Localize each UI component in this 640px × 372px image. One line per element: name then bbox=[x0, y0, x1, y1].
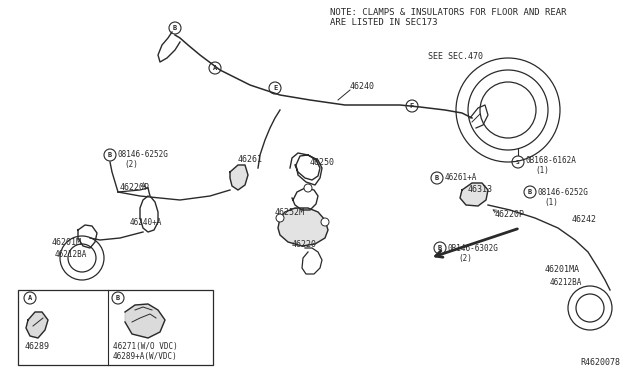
Text: 46289+A(W/VDC): 46289+A(W/VDC) bbox=[113, 352, 178, 361]
Text: (2): (2) bbox=[124, 160, 138, 169]
Text: 46271(W/O VDC): 46271(W/O VDC) bbox=[113, 342, 178, 351]
Text: 08146-6252G: 08146-6252G bbox=[118, 150, 169, 159]
Text: 46250: 46250 bbox=[310, 158, 335, 167]
Polygon shape bbox=[125, 304, 165, 338]
Polygon shape bbox=[278, 208, 328, 246]
Text: B: B bbox=[108, 152, 112, 158]
Circle shape bbox=[321, 218, 329, 226]
Text: 46201MA: 46201MA bbox=[545, 265, 580, 274]
Text: 46261+A: 46261+A bbox=[445, 173, 477, 182]
Text: 46220: 46220 bbox=[292, 240, 317, 249]
Text: B: B bbox=[435, 175, 439, 181]
Text: 46220P: 46220P bbox=[120, 183, 150, 192]
Text: 46242: 46242 bbox=[572, 215, 597, 224]
Text: A: A bbox=[213, 65, 217, 71]
Text: 46212BA: 46212BA bbox=[55, 250, 88, 259]
Text: ARE LISTED IN SEC173: ARE LISTED IN SEC173 bbox=[330, 18, 438, 27]
Text: (1): (1) bbox=[535, 166, 549, 175]
Text: R4620078: R4620078 bbox=[580, 358, 620, 367]
Text: 0B168-6162A: 0B168-6162A bbox=[526, 156, 577, 165]
Bar bbox=[18, 290, 213, 365]
Text: 46261: 46261 bbox=[238, 155, 263, 164]
Text: 46240+A: 46240+A bbox=[130, 218, 163, 227]
Text: 46240: 46240 bbox=[350, 82, 375, 91]
Text: B: B bbox=[438, 245, 442, 251]
Text: B: B bbox=[528, 189, 532, 195]
Text: F: F bbox=[410, 103, 414, 109]
Text: 46220P: 46220P bbox=[495, 210, 525, 219]
Text: 46212BA: 46212BA bbox=[550, 278, 582, 287]
Text: 46201M: 46201M bbox=[52, 238, 82, 247]
Text: SEE SEC.470: SEE SEC.470 bbox=[428, 52, 483, 61]
Text: (1): (1) bbox=[544, 198, 558, 207]
Text: E: E bbox=[273, 85, 277, 91]
Text: 46252M: 46252M bbox=[275, 208, 305, 217]
Circle shape bbox=[276, 214, 284, 222]
Text: S: S bbox=[516, 160, 520, 164]
Text: 08146-6252G: 08146-6252G bbox=[538, 188, 589, 197]
Text: (2): (2) bbox=[458, 254, 472, 263]
Polygon shape bbox=[460, 183, 488, 206]
Text: 0B146-6302G: 0B146-6302G bbox=[448, 244, 499, 253]
Polygon shape bbox=[230, 165, 248, 190]
Text: NOTE: CLAMPS & INSULATORS FOR FLOOR AND REAR: NOTE: CLAMPS & INSULATORS FOR FLOOR AND … bbox=[330, 8, 566, 17]
Text: B: B bbox=[173, 25, 177, 31]
Text: 46313: 46313 bbox=[468, 185, 493, 194]
Text: B: B bbox=[116, 295, 120, 301]
Text: 46289: 46289 bbox=[25, 342, 50, 351]
Circle shape bbox=[304, 184, 312, 192]
Text: A: A bbox=[28, 295, 32, 301]
Polygon shape bbox=[26, 312, 48, 338]
